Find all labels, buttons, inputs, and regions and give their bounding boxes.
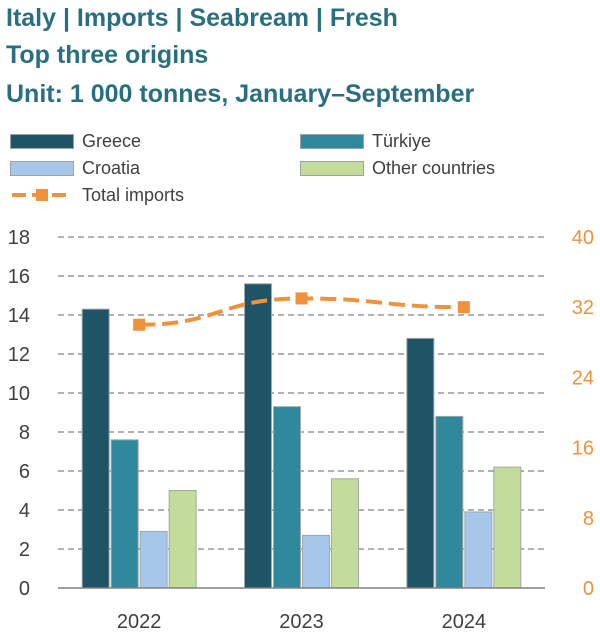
chart-unit-label: Unit: 1 000 tonnes, January–September bbox=[6, 80, 475, 108]
legend-label-total-imports: Total imports bbox=[82, 184, 185, 205]
legend-item-turkiye: Türkiye bbox=[300, 131, 431, 151]
bar-greece bbox=[406, 337, 435, 589]
x-tick-label: 2023 bbox=[279, 611, 324, 633]
legend-item-greece: Greece bbox=[10, 131, 141, 151]
y-left-tick-label: 12 bbox=[8, 344, 30, 366]
y-left-tick-label: 18 bbox=[8, 227, 30, 249]
x-tick-label: 2024 bbox=[442, 611, 487, 633]
chart-subtitle: Top three origins bbox=[6, 41, 209, 69]
y-right-tick-label: 0 bbox=[583, 578, 594, 600]
x-tick-label: 2022 bbox=[117, 611, 162, 633]
legend-swatch-total-imports bbox=[12, 189, 72, 201]
legend-swatch-greece bbox=[10, 133, 74, 149]
legend-swatch-other-countries bbox=[300, 160, 364, 176]
legend-swatch-turkiye bbox=[300, 133, 364, 149]
y-left-tick-label: 8 bbox=[19, 422, 30, 444]
legend-label-other-countries: Other countries bbox=[372, 157, 496, 178]
y-right-tick-label: 16 bbox=[572, 438, 594, 460]
bar-other-countries bbox=[493, 466, 522, 589]
y-right-tick-label: 32 bbox=[572, 297, 594, 319]
marker-total-imports bbox=[133, 318, 146, 331]
y-left-tick-label: 0 bbox=[19, 578, 30, 600]
marker-total-imports bbox=[295, 292, 308, 305]
bar-other-countries bbox=[168, 490, 197, 589]
bar-greece bbox=[81, 308, 110, 589]
bar-croatia bbox=[139, 530, 168, 589]
bar-t-rkiye bbox=[273, 406, 301, 589]
bar-croatia bbox=[464, 511, 493, 589]
y-left-tick-label: 6 bbox=[19, 461, 30, 483]
legend-item-other-countries: Other countries bbox=[300, 158, 495, 178]
legend-label-turkiye: Türkiye bbox=[372, 130, 432, 151]
bar-other-countries bbox=[331, 478, 359, 589]
y-right-tick-label: 24 bbox=[572, 367, 594, 389]
y-left-tick-label: 10 bbox=[8, 383, 30, 405]
y-left-tick-label: 2 bbox=[19, 539, 30, 561]
y-left-tick-label: 4 bbox=[19, 500, 30, 522]
legend-label-greece: Greece bbox=[82, 130, 142, 151]
marker-total-imports bbox=[457, 301, 470, 314]
y-right-tick-label: 40 bbox=[572, 227, 594, 249]
legend-item-total-imports: Total imports bbox=[10, 185, 184, 205]
bar-croatia bbox=[302, 534, 330, 589]
y-right-tick-label: 8 bbox=[583, 508, 594, 530]
y-left-tick-label: 14 bbox=[8, 305, 30, 327]
legend-item-croatia: Croatia bbox=[10, 158, 140, 178]
bar-t-rkiye bbox=[110, 439, 139, 589]
bar-greece bbox=[244, 283, 272, 589]
chart-title: Italy | Imports | Seabream | Fresh bbox=[6, 4, 398, 32]
y-left-tick-label: 16 bbox=[8, 266, 30, 288]
legend-swatch-croatia bbox=[10, 160, 74, 176]
bar-t-rkiye bbox=[435, 415, 464, 589]
legend-label-croatia: Croatia bbox=[82, 157, 141, 178]
